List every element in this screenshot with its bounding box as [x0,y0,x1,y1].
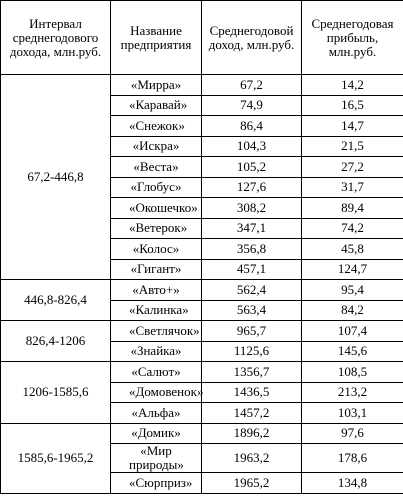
income: 563,4 [201,299,302,321]
profit: 14,7 [301,115,403,137]
table-row: «Гигант» 457,1 124,7 [1,258,403,280]
income: 1963,2 [201,443,302,473]
company-name: «Гигант» [110,258,202,280]
company-name: «Авто+» [110,279,202,301]
table-row: «Мир природы» 1963,2 178,6 [1,443,403,473]
company-name: «Ветерок» [110,217,202,239]
interval-cell: 67,2-446,8 [0,74,111,280]
table-row: 1206-1585,6 «Салют» 1356,7 108,5 [0,361,403,424]
profit: 74,2 [301,217,403,239]
income: 347,1 [201,217,302,239]
profit: 14,2 [301,74,403,96]
company-name: «Искра» [110,135,202,157]
income: 308,2 [201,197,302,219]
header-cell: Среднегодовая прибыль, млн.руб. [301,0,403,75]
company-name: «Мирра» [110,74,202,96]
table-body: 67,2-446,8 «Мирра» 67,2 14,2 «Каравай» 74,9 16… [0,74,403,494]
company-name: «Окошечко» [110,197,202,219]
income: 1896,2 [201,422,302,444]
table-row: «Снежок» 86,4 14,7 [1,115,403,137]
income: 104,3 [201,135,302,157]
profit: 31,7 [301,176,403,198]
income: 457,1 [201,258,302,280]
profit: 103,1 [301,402,403,424]
header-cell: Название предприятия [110,0,202,75]
company-name: «Салют» [110,361,202,383]
income: 86,4 [201,115,302,137]
profit: 95,4 [301,279,403,301]
company-name: «Колос» [110,238,202,260]
profit: 134,8 [301,472,403,494]
income: 965,7 [201,320,302,342]
table-row: «Домовенок» 1436,5 213,2 [1,381,403,403]
profit: 84,2 [301,299,403,321]
table-row: «Окошечко» 308,2 89,4 [1,197,403,219]
income: 356,8 [201,238,302,260]
profit: 145,6 [301,340,403,362]
table-row: «Ветерок» 347,1 74,2 [1,217,403,239]
income: 562,4 [201,279,302,301]
company-name: «Сюрприз» [110,472,202,494]
table-row: 1585,6-1965,2 «Домик» 1896,2 97,6 [0,422,403,494]
header-row: Интервал среднегодового дохода, млн.руб.… [0,0,403,75]
table-row: «Колос» 356,8 45,8 [1,238,403,260]
company-name: «Мир природы» [110,443,202,473]
profit: 178,6 [301,443,403,473]
profit: 27,2 [301,156,403,178]
company-name: «Снежок» [110,115,202,137]
profit: 97,6 [301,422,403,444]
company-name: «Знайка» [110,340,202,362]
table-row: 446,8-826,4 «Авто+» 562,4 95,4 [0,279,403,321]
income: 1965,2 [201,472,302,494]
company-name: «Каравай» [110,94,202,116]
income: 1457,2 [201,402,302,424]
profit: 108,5 [301,361,403,383]
table-row: 826,4-1206 «Светлячок» 965,7 107,4 [0,320,403,362]
income: 1125,6 [201,340,302,362]
profit: 89,4 [301,197,403,219]
profit: 124,7 [301,258,403,280]
company-name: «Домовенок» [110,381,203,403]
profit: 107,4 [301,320,403,342]
company-name: «Альфа» [110,402,202,424]
income: 105,2 [201,156,302,178]
table-row: «Глобус» 127,6 31,7 [1,176,403,198]
profit: 45,8 [301,238,403,260]
interval-cell: 1585,6-1965,2 [0,422,111,494]
income: 67,2 [201,74,302,96]
company-name: «Веста» [110,156,202,178]
header-cell: Среднегодовой доход, млн.руб. [201,0,302,75]
profit: 213,2 [301,381,403,403]
table-row: «Сюрприз» 1965,2 134,8 [1,472,403,494]
company-name: «Глобус» [110,176,202,198]
income: 74,9 [201,94,302,116]
interval-cell: 1206-1585,6 [0,361,111,424]
company-name: «Светлячок» [110,320,202,342]
profit: 21,5 [301,135,403,157]
income: 127,6 [201,176,302,198]
interval-cell: 826,4-1206 [0,320,111,362]
table-row: «Веста» 105,2 27,2 [1,156,403,178]
company-name: «Домик» [110,422,202,444]
income: 1356,7 [201,361,302,383]
header-cell: Интервал среднегодового дохода, млн.руб. [0,0,111,75]
company-name: «Калинка» [110,299,202,321]
income: 1436,5 [201,381,302,403]
interval-cell: 446,8-826,4 [0,279,111,321]
profit: 16,5 [301,94,403,116]
table-row: 67,2-446,8 «Мирра» 67,2 14,2 [0,74,403,280]
